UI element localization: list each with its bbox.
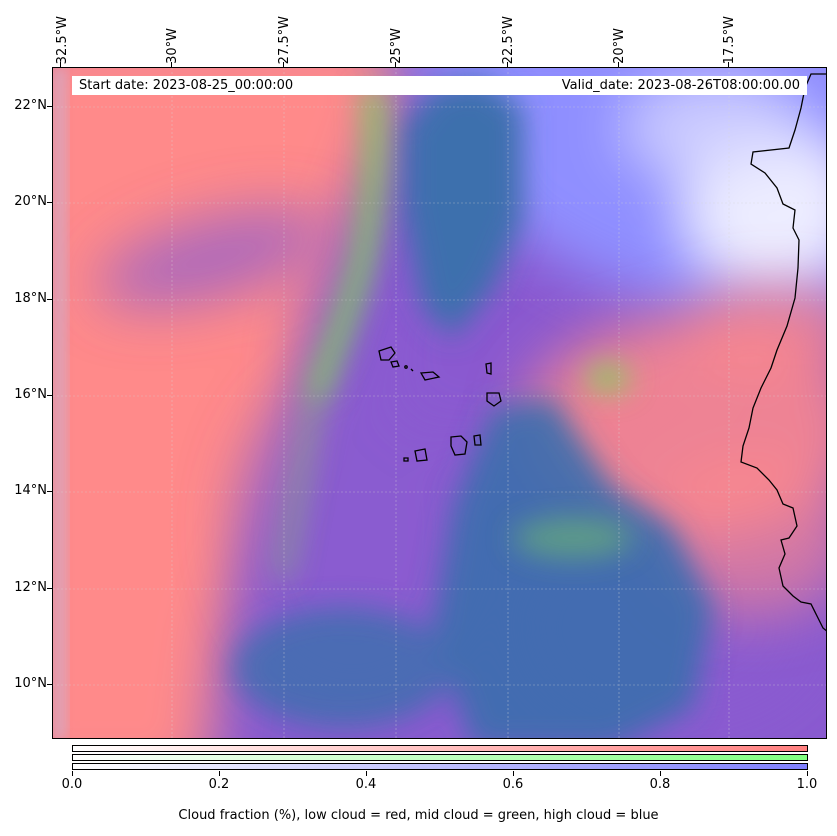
lon-tick [618, 62, 619, 67]
valid-date: Valid_date: 2023-08-26T08:00:00.00 [561, 78, 800, 93]
lat-label: 22°N [14, 98, 47, 113]
colorbar-tick-label: 0.6 [502, 777, 524, 792]
lon-label: 22.5°W [500, 15, 516, 64]
lat-tick [47, 395, 52, 396]
colorbar-tick-label: 0.8 [649, 777, 671, 792]
lon-tick [171, 62, 172, 67]
lon-label: 17.5°W [721, 15, 737, 64]
date-info-bar: Start date: 2023-08-25_00:00:00 Valid_da… [72, 76, 807, 95]
lat-tick [47, 588, 52, 589]
colorbar-tick [219, 771, 220, 776]
lat-tick [47, 491, 52, 492]
colorbar-high-cloud [72, 763, 808, 770]
colorbar-tick [807, 771, 808, 776]
colorbar-tick [72, 771, 73, 776]
lat-label: 18°N [14, 291, 47, 306]
lat-tick [47, 106, 52, 107]
colorbar-tick-label: 1.0 [796, 777, 818, 792]
lat-tick [47, 299, 52, 300]
lat-label: 20°N [14, 194, 47, 209]
lon-label: 20°W [611, 28, 627, 64]
lon-label: 30°W [164, 28, 180, 64]
lon-tick [283, 62, 284, 67]
colorbar-tick-label: 0.4 [355, 777, 377, 792]
colorbar-title: Cloud fraction (%), low cloud = red, mid… [178, 808, 659, 823]
colorbar-low-cloud [72, 745, 808, 752]
colorbar-mid-cloud [72, 754, 808, 761]
cloud-map-canvas [53, 68, 826, 738]
lat-tick [47, 202, 52, 203]
lon-tick [60, 62, 61, 67]
graticule [53, 68, 826, 738]
lat-label: 12°N [14, 580, 47, 595]
lon-label: 25°W [388, 28, 404, 64]
mid-cloud-region [275, 87, 633, 580]
colorbar-tick-label: 0.0 [61, 777, 83, 792]
lon-tick [395, 62, 396, 67]
lon-label: 27.5°W [276, 15, 292, 64]
african-coastline [740, 73, 826, 632]
clear-sky-region [233, 78, 713, 738]
lon-tick [507, 62, 508, 67]
lat-label: 14°N [14, 483, 47, 498]
lat-label: 10°N [14, 676, 47, 691]
colorbar-tick [366, 771, 367, 776]
lon-label: 32.5°W [54, 15, 70, 64]
colorbar-tick [513, 771, 514, 776]
edge-haze [53, 68, 67, 738]
cape-verde-islands [378, 346, 502, 462]
colorbar-tick [660, 771, 661, 776]
lon-tick [728, 62, 729, 67]
start-date: Start date: 2023-08-25_00:00:00 [79, 78, 294, 93]
cloud-map[interactable] [52, 67, 827, 739]
lat-label: 16°N [14, 387, 47, 402]
colorbar-tick-label: 0.2 [208, 777, 230, 792]
lat-tick [47, 684, 52, 685]
